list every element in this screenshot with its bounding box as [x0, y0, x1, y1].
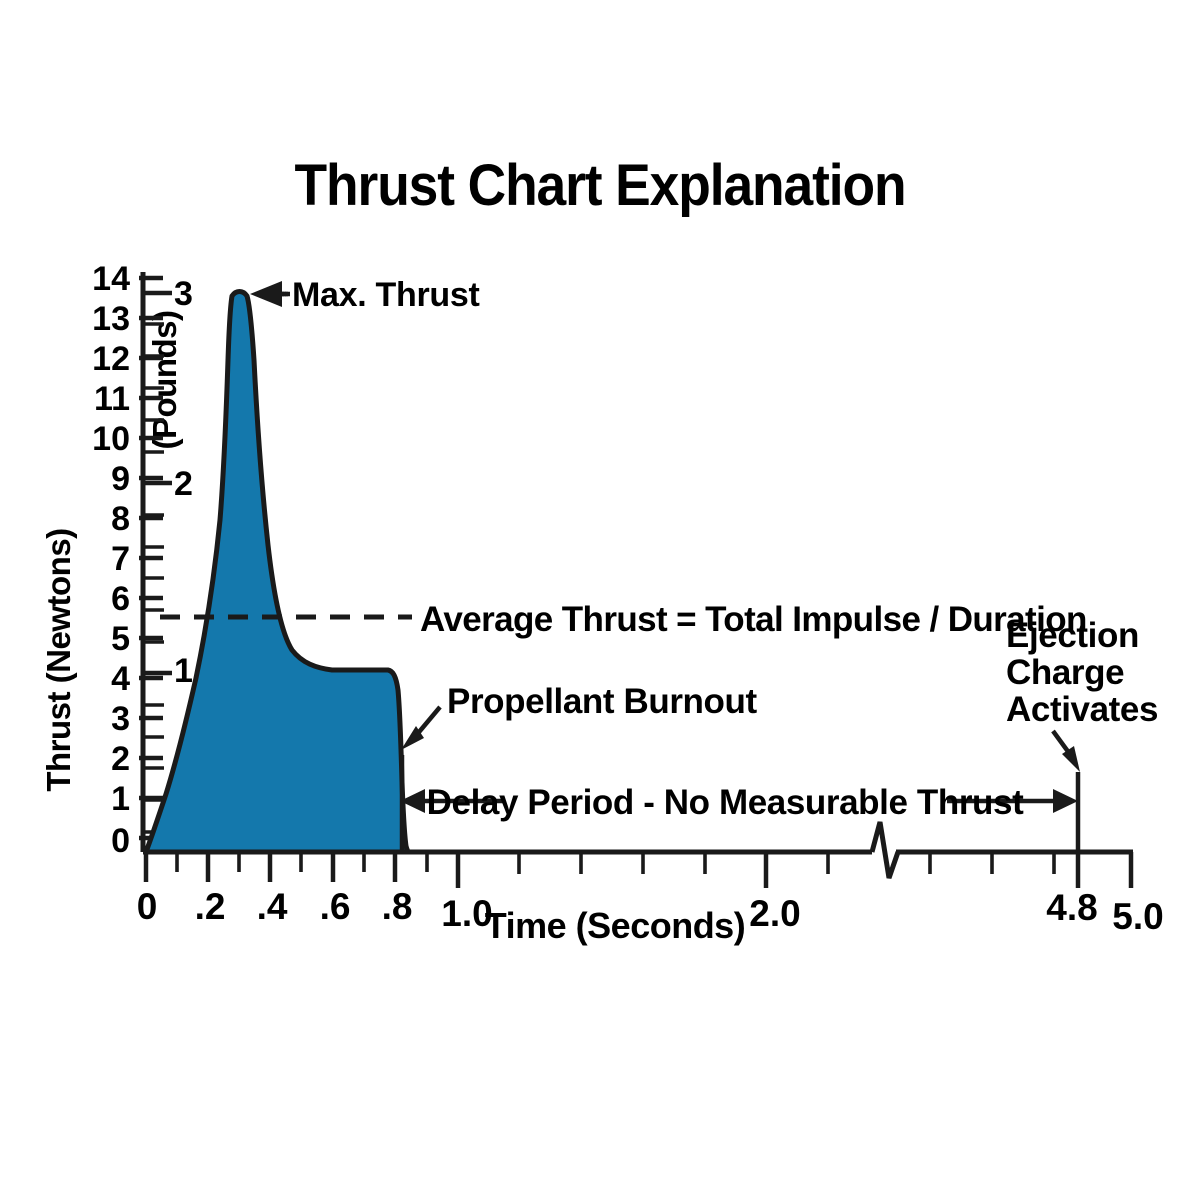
x-axis-tickmarks — [143, 852, 1134, 888]
x-tick-label-p8: .8 — [382, 886, 413, 927]
x-tick-label-5: 5.0 — [1112, 896, 1163, 937]
propellant-burnout-arrowhead — [401, 726, 424, 750]
y-tick-label-12: 12 — [92, 340, 130, 378]
ejection-charge-label-line2: Charge — [1006, 653, 1124, 692]
y-tick-label-3: 3 — [111, 700, 130, 738]
page-title: Thrust Chart Explanation — [294, 153, 907, 218]
y-right-tick-label-3: 3 — [174, 275, 193, 313]
ejection-charge-annotation: Ejection Charge Activates — [1006, 616, 1158, 852]
y-axis-left-ticklabels: 14 13 12 11 10 9 8 7 6 5 4 3 2 1 0 — [92, 260, 130, 860]
x-tick-label-1: 1.0 — [441, 893, 492, 934]
max-thrust-annotation: Max. Thrust — [250, 276, 480, 314]
y-axis-left-title: Thrust (Newtons) — [40, 528, 77, 791]
delay-period-label: Delay Period - No Measurable Thrust — [427, 783, 1024, 822]
x-tick-label-2: 2.0 — [749, 893, 800, 934]
propellant-burnout-annotation: Propellant Burnout — [399, 682, 758, 852]
max-thrust-arrowhead — [250, 281, 282, 307]
delay-period-arrowhead-left — [400, 789, 425, 813]
y-right-tick-label-1: 1 — [174, 652, 193, 690]
y-tick-label-6: 6 — [111, 580, 130, 618]
y-tick-label-1: 1 — [111, 780, 130, 818]
x-tick-label-p6: .6 — [320, 886, 351, 927]
x-tick-label-p4: .4 — [257, 886, 288, 927]
y-tick-label-2: 2 — [111, 740, 130, 778]
y-tick-label-10: 10 — [92, 420, 130, 458]
ejection-charge-arrowhead — [1062, 746, 1080, 772]
propellant-burnout-label: Propellant Burnout — [447, 682, 757, 721]
x-tick-label-48: 4.8 — [1046, 887, 1097, 928]
y-axis-right-title: (Pounds) — [146, 311, 183, 450]
average-thrust-label: Average Thrust = Total Impulse / Duratio… — [420, 600, 1087, 639]
y-tick-label-0: 0 — [111, 822, 130, 860]
thrust-curve-area — [146, 291, 409, 852]
y-tick-label-5: 5 — [111, 620, 130, 658]
y-tick-label-4: 4 — [111, 660, 130, 698]
x-tick-label-p2: .2 — [195, 886, 226, 927]
ejection-charge-label-line3: Activates — [1006, 690, 1158, 729]
delay-period-arrowhead-right — [1053, 789, 1078, 813]
y-tick-label-9: 9 — [111, 460, 130, 498]
y-tick-label-7: 7 — [111, 540, 130, 578]
x-tick-label-0: 0 — [137, 886, 158, 927]
x-axis-title: Time (Seconds) — [485, 905, 745, 946]
x-axis-break-icon — [869, 821, 901, 879]
y-tick-label-8: 8 — [111, 500, 130, 538]
y-tick-label-13: 13 — [92, 300, 130, 338]
y-tick-label-11: 11 — [94, 380, 130, 418]
delay-period-annotation: Delay Period - No Measurable Thrust — [400, 783, 1078, 822]
y-axis-right-ticklabels: 3 2 1 — [174, 275, 193, 690]
y-tick-label-14: 14 — [92, 260, 130, 298]
y-right-tick-label-2: 2 — [174, 465, 193, 503]
x-axis-ticklabels: 0 .2 .4 .6 .8 1.0 2.0 4.8 5.0 — [137, 886, 1164, 937]
average-thrust-annotation: Average Thrust = Total Impulse / Duratio… — [160, 600, 1087, 639]
ejection-charge-label-line1: Ejection — [1006, 616, 1139, 655]
max-thrust-label: Max. Thrust — [292, 276, 480, 314]
